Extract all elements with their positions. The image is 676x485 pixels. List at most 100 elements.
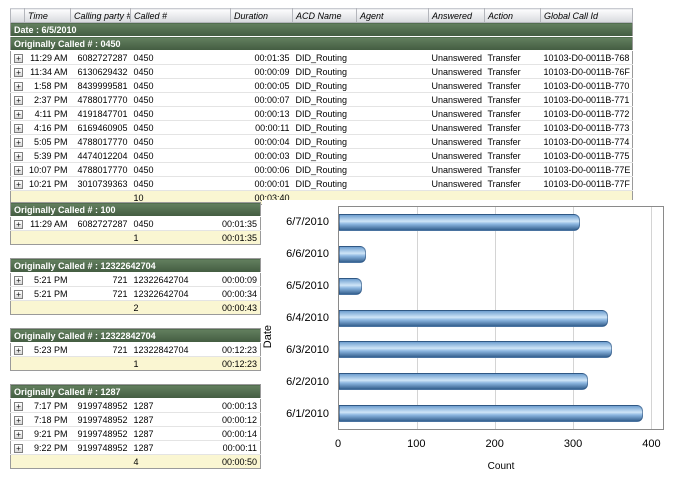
- group-summary-row: 2 00:00:43: [10, 300, 261, 315]
- cell-answered: Unanswered: [428, 64, 485, 79]
- col-header-calling-party: Calling party #: [70, 8, 131, 23]
- cell-time: 4:11 PM: [24, 106, 71, 121]
- column-header-row: Time Calling party # Called # Duration A…: [10, 8, 633, 23]
- summary-duration: 00:12:23: [206, 356, 261, 371]
- group-header: Originally Called # : 12322642704: [10, 258, 261, 273]
- cell-called: 1287: [130, 440, 207, 455]
- cell-agent: [356, 120, 429, 135]
- col-header-answered: Answered: [428, 8, 485, 23]
- expand-icon[interactable]: +: [14, 275, 23, 285]
- sub-group-table: Originally Called # : 1287 + 7:17 PM 919…: [10, 384, 262, 469]
- expand-icon[interactable]: +: [14, 53, 23, 63]
- bar-row: [339, 366, 663, 398]
- group-header-row: Originally Called # : 12322842704: [10, 328, 261, 343]
- cell-duration: 00:00:07: [230, 92, 293, 107]
- call-row: + 9:22 PM 9199748952 1287 00:00:11: [10, 440, 261, 455]
- cell-answered: Unanswered: [428, 176, 485, 191]
- call-row: + 5:23 PM 721 12322842704 00:12:23: [10, 342, 261, 357]
- cell-called: 0450: [130, 78, 231, 93]
- cell-called: 12322642704: [130, 272, 207, 287]
- cell-duration: 00:00:01: [230, 176, 293, 191]
- cell-global-call-id: 10103-D0-0011B-772: [540, 106, 633, 121]
- col-header-agent: Agent: [356, 8, 429, 23]
- group-header-row: Originally Called # : 100: [10, 202, 261, 217]
- cell-calling-party: 4474012204: [70, 148, 131, 163]
- summary-count: 4: [130, 454, 207, 469]
- cell-answered: Unanswered: [428, 148, 485, 163]
- expand-icon[interactable]: +: [14, 443, 23, 453]
- cell-time: 10:21 PM: [24, 176, 71, 191]
- chart-bar: [339, 277, 363, 295]
- cell-answered: Unanswered: [428, 106, 485, 121]
- cell-called: 1287: [130, 426, 207, 441]
- cell-calling-party: 721: [70, 272, 131, 287]
- summary-duration: 00:00:43: [206, 300, 261, 315]
- x-tick-label: 100: [407, 438, 426, 450]
- cell-duration: 00:00:09: [230, 64, 293, 79]
- cell-time: 11:29 AM: [24, 50, 71, 65]
- category-label: 6/1/2010: [286, 408, 329, 420]
- col-header-duration: Duration: [230, 8, 293, 23]
- bar-row: [339, 239, 663, 271]
- cell-answered: Unanswered: [428, 134, 485, 149]
- cell-called: 0450: [130, 64, 231, 79]
- cell-answered: Unanswered: [428, 78, 485, 93]
- expand-icon[interactable]: +: [14, 137, 23, 147]
- expand-icon[interactable]: +: [14, 151, 23, 161]
- call-row: + 4:11 PM 4191847701 0450 00:00:13 DID_R…: [10, 106, 633, 121]
- cell-duration: 00:00:34: [206, 286, 261, 301]
- cell-duration: 00:00:11: [206, 440, 261, 455]
- expand-icon[interactable]: +: [14, 289, 23, 299]
- category-label: 6/2/2010: [286, 376, 329, 388]
- cell-calling-party: 6082727287: [70, 50, 131, 65]
- cell-duration: 00:00:11: [230, 120, 293, 135]
- sub-group-table: Originally Called # : 100 + 11:29 AM 608…: [10, 202, 262, 245]
- cell-called: 0450: [130, 120, 231, 135]
- call-log-table: Time Calling party # Called # Duration A…: [10, 8, 633, 205]
- cell-duration: 00:00:09: [206, 272, 261, 287]
- cell-global-call-id: 10103-D0-0011B-775: [540, 148, 633, 163]
- call-row: + 5:21 PM 721 12322642704 00:00:34: [10, 286, 261, 301]
- cell-calling-party: 721: [70, 286, 131, 301]
- expand-icon[interactable]: +: [14, 429, 23, 439]
- expand-icon[interactable]: +: [14, 67, 23, 77]
- col-header-expand: [10, 8, 25, 23]
- cell-answered: Unanswered: [428, 162, 485, 177]
- expand-icon[interactable]: +: [14, 179, 23, 189]
- call-row: + 11:29 AM 6082727287 0450 00:01:35 DID_…: [10, 50, 633, 65]
- cell-action: Transfer: [484, 134, 541, 149]
- expand-icon[interactable]: +: [14, 219, 23, 229]
- cell-agent: [356, 176, 429, 191]
- cell-agent: [356, 50, 429, 65]
- expand-icon[interactable]: +: [14, 123, 23, 133]
- cell-acd-name: DID_Routing: [292, 148, 357, 163]
- expand-icon[interactable]: +: [14, 345, 23, 355]
- summary-duration: 00:00:50: [206, 454, 261, 469]
- cell-acd-name: DID_Routing: [292, 120, 357, 135]
- col-header-action: Action: [484, 8, 541, 23]
- expand-icon[interactable]: +: [14, 401, 23, 411]
- cell-agent: [356, 78, 429, 93]
- cell-duration: 00:00:13: [206, 398, 261, 413]
- cell-calling-party: 721: [70, 342, 131, 357]
- chart-bar: [339, 214, 581, 232]
- expand-icon[interactable]: +: [14, 109, 23, 119]
- cell-calling-party: 4191847701: [70, 106, 131, 121]
- cell-calling-party: 4788017770: [70, 162, 131, 177]
- cell-time: 2:37 PM: [24, 92, 71, 107]
- expand-icon[interactable]: +: [14, 95, 23, 105]
- cell-agent: [356, 134, 429, 149]
- expand-icon[interactable]: +: [14, 165, 23, 175]
- group-summary-row: 1 00:12:23: [10, 356, 261, 371]
- call-row: + 4:16 PM 6169460905 0450 00:00:11 DID_R…: [10, 120, 633, 135]
- cell-called: 0450: [130, 92, 231, 107]
- expand-icon[interactable]: +: [14, 415, 23, 425]
- x-tick-label: 300: [563, 438, 583, 450]
- chart-bar: [339, 404, 643, 422]
- cell-acd-name: DID_Routing: [292, 92, 357, 107]
- expand-icon[interactable]: +: [14, 81, 23, 91]
- summary-duration: 00:01:35: [206, 230, 261, 245]
- cell-agent: [356, 92, 429, 107]
- group-summary-row: 4 00:00:50: [10, 454, 261, 469]
- cell-called: 0450: [130, 176, 231, 191]
